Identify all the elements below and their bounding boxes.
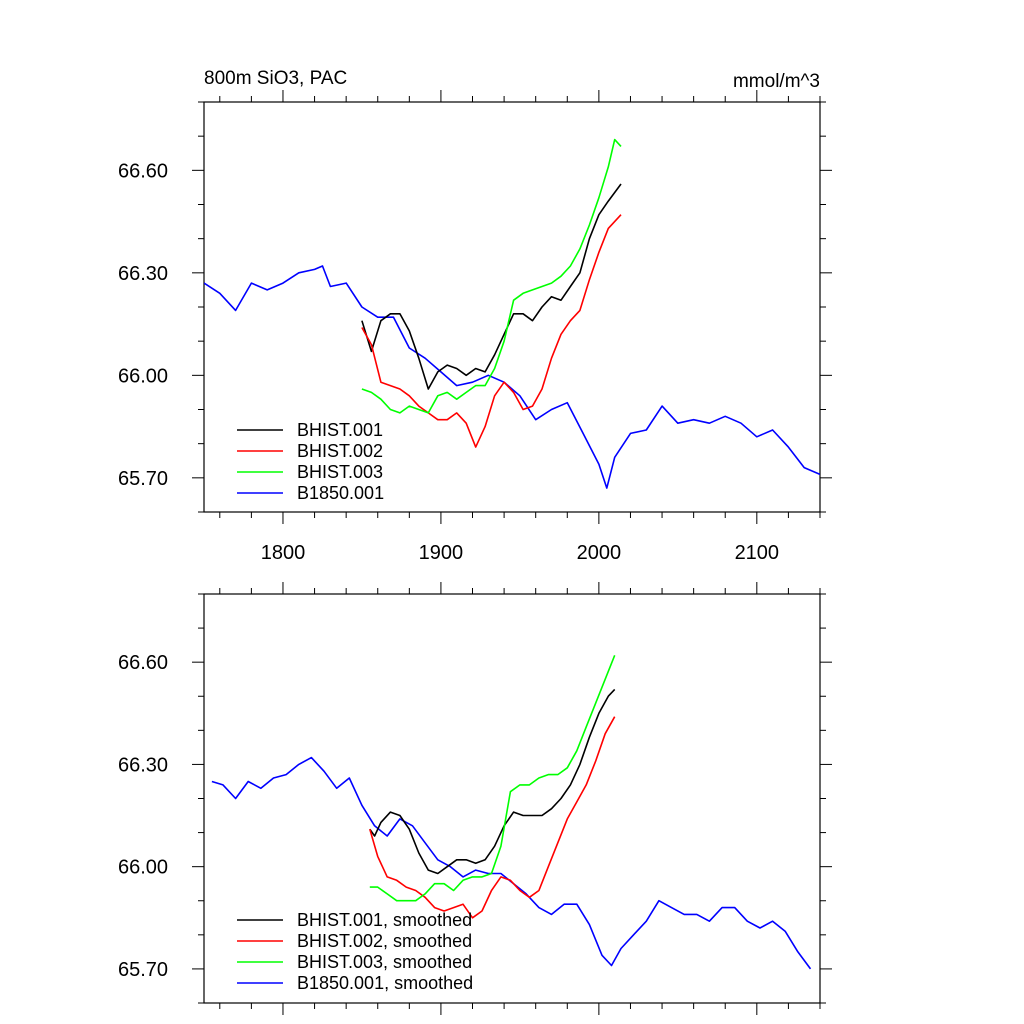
legend-label: BHIST.002 (297, 441, 383, 461)
panel-top: 65.70 66.00 66.30 66.60 1800 1900 2000 2100 BHIS… (118, 90, 832, 564)
legend-label: BHIST.003, smoothed (297, 952, 472, 972)
series-line-2 (369, 655, 616, 902)
y-tick-label: 66.30 (118, 263, 168, 285)
series-line-1 (361, 214, 622, 448)
series-line-0 (369, 688, 616, 875)
figure-title: 800m SiO3, PAC (204, 68, 347, 89)
legend-label: BHIST.003 (297, 462, 383, 482)
series-line-0 (361, 183, 622, 390)
y-tick-label: 66.60 (118, 652, 168, 674)
y-tick-label: 65.70 (118, 468, 168, 490)
x-tick-label: 1800 (261, 542, 306, 564)
x-tick-label: 1900 (419, 542, 464, 564)
series-line-1 (369, 716, 616, 919)
x-tick-label: 2100 (735, 542, 780, 564)
legend-label: BHIST.001 (297, 420, 383, 440)
legend-label: BHIST.001, smoothed (297, 910, 472, 930)
y-tick-label: 66.60 (118, 160, 168, 182)
legend-label: B1850.001 (297, 483, 384, 503)
y-tick-label: 66.00 (118, 857, 168, 879)
legend-label: B1850.001, smoothed (297, 973, 473, 993)
series-line-3 (204, 265, 820, 489)
y-tick-label: 66.30 (118, 754, 168, 776)
units-label: mmol/m^3 (733, 71, 820, 92)
series-line-2 (361, 138, 622, 414)
y-tick-label: 66.00 (118, 365, 168, 387)
x-tick-label: 2000 (577, 542, 622, 564)
y-tick-label: 65.70 (118, 959, 168, 981)
legend-label: BHIST.002, smoothed (297, 931, 472, 951)
